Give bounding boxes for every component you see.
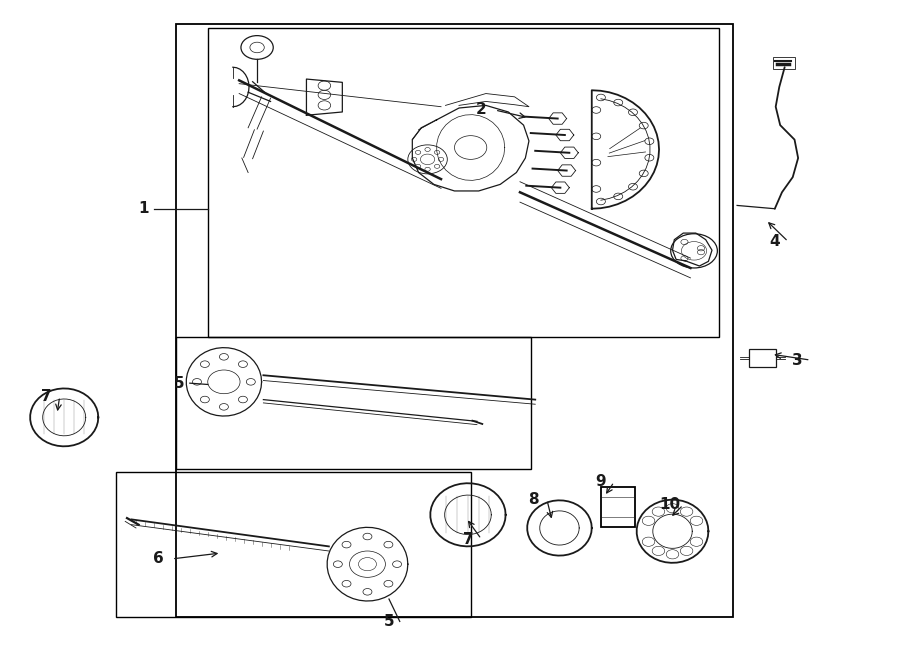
Bar	[208, 28, 719, 337]
Circle shape	[666, 550, 679, 559]
Text: 8: 8	[528, 492, 539, 507]
Text: 4: 4	[770, 234, 780, 249]
Text: 10: 10	[660, 498, 680, 512]
Text: 1: 1	[138, 201, 148, 216]
Text: 6: 6	[153, 551, 164, 566]
Circle shape	[643, 537, 655, 547]
Bar	[116, 472, 471, 617]
Text: 7: 7	[40, 389, 51, 404]
Text: 2: 2	[476, 102, 487, 118]
Circle shape	[652, 507, 665, 516]
Bar	[749, 349, 776, 368]
Bar	[773, 57, 796, 69]
Circle shape	[680, 507, 693, 516]
Text: 9: 9	[596, 475, 606, 489]
Circle shape	[690, 537, 703, 547]
Circle shape	[652, 546, 665, 555]
Bar	[600, 487, 634, 527]
Bar	[176, 337, 531, 469]
Circle shape	[666, 504, 679, 513]
Text: 3: 3	[792, 352, 803, 368]
Bar	[176, 24, 733, 617]
Text: 5: 5	[383, 614, 394, 629]
Text: 7: 7	[463, 531, 473, 547]
Circle shape	[643, 516, 655, 525]
Text: 5: 5	[174, 375, 184, 391]
Circle shape	[690, 516, 703, 525]
Circle shape	[680, 546, 693, 555]
